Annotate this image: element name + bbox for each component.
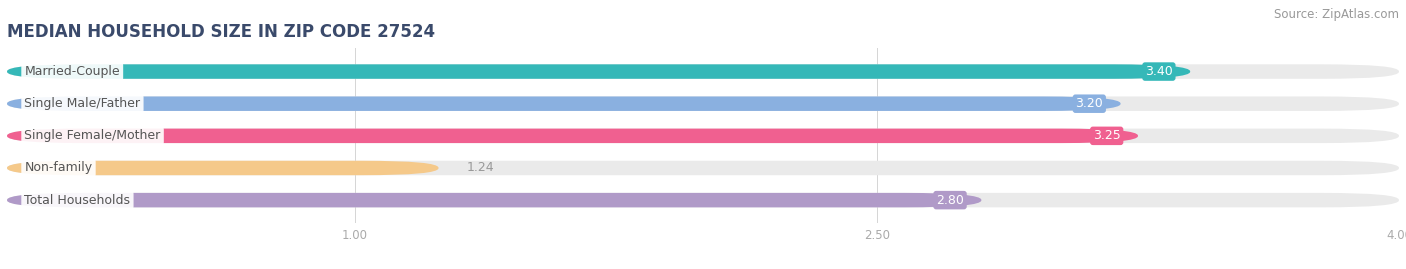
Text: Married-Couple: Married-Couple xyxy=(24,65,120,78)
FancyBboxPatch shape xyxy=(7,129,1399,143)
Text: 2.80: 2.80 xyxy=(936,194,965,207)
Text: 3.20: 3.20 xyxy=(1076,97,1104,110)
FancyBboxPatch shape xyxy=(7,64,1399,79)
FancyBboxPatch shape xyxy=(7,161,439,175)
Text: Non-family: Non-family xyxy=(24,161,93,175)
FancyBboxPatch shape xyxy=(7,161,1399,175)
Text: MEDIAN HOUSEHOLD SIZE IN ZIP CODE 27524: MEDIAN HOUSEHOLD SIZE IN ZIP CODE 27524 xyxy=(7,23,434,41)
Text: Total Households: Total Households xyxy=(24,194,131,207)
Text: Single Male/Father: Single Male/Father xyxy=(24,97,141,110)
Text: 3.40: 3.40 xyxy=(1144,65,1173,78)
Text: 3.25: 3.25 xyxy=(1092,129,1121,142)
FancyBboxPatch shape xyxy=(7,97,1399,111)
FancyBboxPatch shape xyxy=(7,64,1191,79)
FancyBboxPatch shape xyxy=(7,129,1137,143)
Text: 1.24: 1.24 xyxy=(467,161,494,175)
Text: Source: ZipAtlas.com: Source: ZipAtlas.com xyxy=(1274,8,1399,21)
FancyBboxPatch shape xyxy=(7,193,981,207)
FancyBboxPatch shape xyxy=(7,193,1399,207)
Text: Single Female/Mother: Single Female/Mother xyxy=(24,129,160,142)
FancyBboxPatch shape xyxy=(7,97,1121,111)
